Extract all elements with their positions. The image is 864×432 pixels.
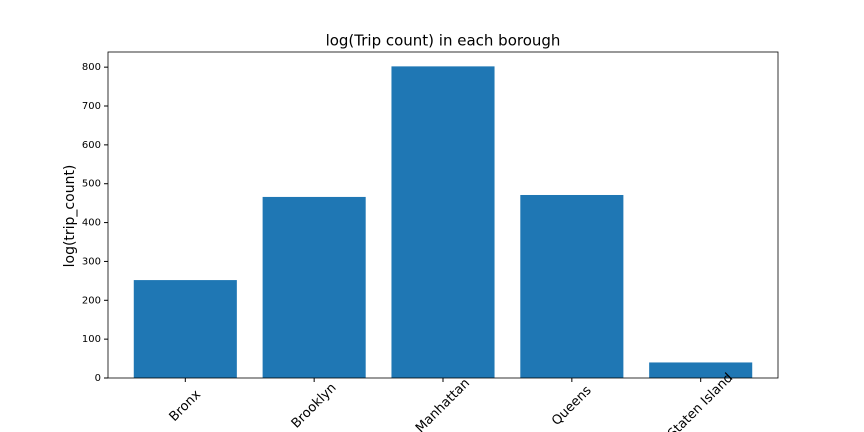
x-tick-label: Queens [549,383,595,429]
y-tick-label: 200 [82,295,101,306]
y-tick-label: 700 [82,101,101,112]
bar [649,362,753,378]
x-tick-label: Bronx [167,387,205,425]
y-tick-label: 300 [82,256,101,267]
plot-frame [107,51,779,379]
bar [391,66,495,378]
x-tick-label: Manhattan [413,376,473,432]
x-tick-label: Brooklyn [289,381,340,432]
y-tick-label: 100 [82,334,101,345]
y-tick-label: 600 [82,140,101,151]
y-tick-label: 0 [95,373,101,384]
y-axis-label: log(trip_count) [62,165,78,268]
chart-title: log(Trip count) in each borough [326,32,561,50]
y-tick-label: 800 [82,62,101,73]
y-tick-label: 400 [82,218,101,229]
y-tick-label: 500 [82,179,101,190]
bar [133,280,237,378]
bar [520,194,624,378]
bar [262,196,366,378]
